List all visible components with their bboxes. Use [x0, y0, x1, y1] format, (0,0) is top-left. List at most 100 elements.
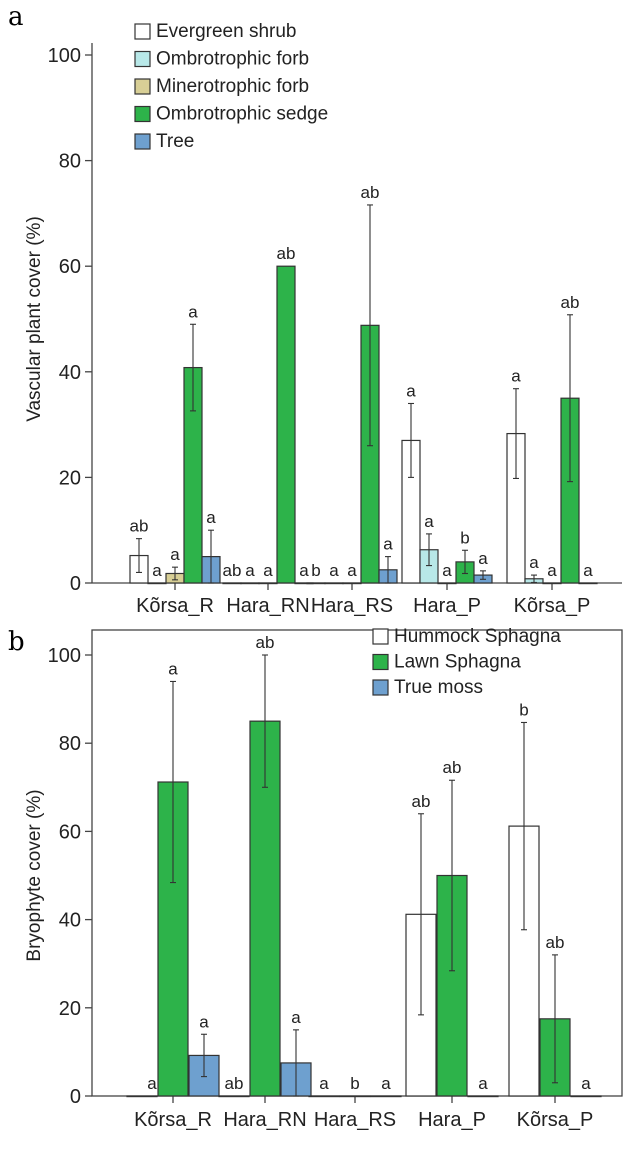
- bar: [437, 582, 457, 585]
- bar: [294, 582, 314, 585]
- bar: [147, 582, 167, 585]
- bar: [339, 1095, 371, 1098]
- x-tick-label: Hara_RS: [311, 595, 393, 617]
- significance-label: a: [299, 561, 309, 580]
- significance-label: a: [529, 553, 539, 572]
- significance-label: a: [383, 535, 393, 554]
- significance-label: ab: [277, 244, 296, 263]
- significance-label: a: [245, 561, 255, 580]
- bar: [542, 582, 562, 585]
- significance-label: b: [311, 561, 320, 580]
- x-tick-label: Kõrsa_P: [517, 1109, 594, 1131]
- y-tick-label: 80: [59, 733, 81, 755]
- significance-label: b: [460, 528, 469, 547]
- significance-label: ab: [225, 1074, 244, 1093]
- significance-label: b: [350, 1074, 359, 1093]
- significance-label: a: [406, 381, 416, 400]
- significance-label: a: [168, 659, 178, 678]
- significance-label: a: [547, 561, 557, 580]
- bar: [467, 1095, 499, 1098]
- significance-label: ab: [561, 293, 580, 312]
- bar: [218, 1095, 250, 1098]
- bar: [222, 582, 242, 585]
- significance-label: a: [206, 508, 216, 527]
- legend-label: Minerotrophic forb: [156, 76, 309, 97]
- significance-label: a: [199, 1012, 209, 1031]
- panel-a: a 0 20 40 60 80 100 Vascular plant cover (%) Kõr…: [8, 2, 622, 617]
- legend-swatch: [372, 653, 389, 671]
- significance-label: a: [381, 1074, 391, 1093]
- y-tick-label: 60: [59, 256, 81, 278]
- y-tick-label: 80: [59, 151, 81, 173]
- x-tick-label: Hara_P: [418, 1109, 486, 1131]
- significance-label: a: [188, 302, 198, 321]
- panel-b: b 0 20 40 60 80 100 Bryophyte cover (%) Kõrsa_R H…: [8, 626, 623, 1131]
- significance-label: a: [442, 561, 452, 580]
- significance-label: b: [519, 700, 528, 719]
- y-tick-label: 20: [59, 998, 81, 1020]
- significance-label: a: [424, 512, 434, 531]
- significance-label: ab: [130, 517, 149, 536]
- y-axis-title: Bryophyte cover (%): [24, 789, 45, 961]
- legend-swatch: [134, 23, 151, 40]
- x-tick-label: Hara_RN: [223, 1109, 306, 1131]
- x-tick-label: Kõrsa_P: [514, 595, 591, 617]
- bar: [126, 1095, 158, 1098]
- legend-label: Lawn Sphagna: [394, 652, 521, 673]
- significance-label: ab: [361, 183, 380, 202]
- legend-label: Ombrotrophic sedge: [156, 104, 328, 125]
- x-tick-label: Hara_P: [413, 595, 481, 617]
- significance-label: ab: [256, 633, 275, 652]
- significance-label: ab: [223, 561, 242, 580]
- legend-swatch: [372, 628, 389, 645]
- legend-label: True moss: [394, 677, 483, 698]
- x-tick-label: Hara_RS: [314, 1109, 396, 1131]
- legend-swatch: [372, 679, 389, 696]
- significance-label: a: [152, 561, 162, 580]
- bar: [258, 582, 278, 585]
- significance-label: a: [291, 1008, 301, 1027]
- legend-label: Hummock Sphagna: [394, 626, 561, 647]
- y-tick-label: 40: [59, 362, 81, 384]
- significance-label: a: [581, 1074, 591, 1093]
- significance-label: ab: [412, 792, 431, 811]
- y-tick-label: 0: [70, 1086, 81, 1108]
- legend-label: Tree: [156, 131, 194, 152]
- legend-swatch: [134, 50, 151, 68]
- significance-label: a: [478, 549, 488, 568]
- legend-swatch: [134, 78, 151, 95]
- significance-label: ab: [546, 933, 565, 952]
- y-tick-label: 20: [59, 467, 81, 489]
- x-tick-label: Kõrsa_R: [136, 595, 214, 617]
- significance-label: a: [583, 561, 593, 580]
- legend-swatch: [134, 133, 151, 150]
- bar: [570, 1095, 602, 1098]
- significance-label: a: [147, 1074, 157, 1093]
- bar: [578, 582, 598, 585]
- x-tick-label: Hara_RN: [226, 595, 309, 617]
- bar: [342, 582, 362, 585]
- bar: [240, 582, 260, 585]
- y-tick-label: 100: [48, 645, 81, 667]
- y-tick-label: 0: [70, 573, 81, 595]
- legend-label: Evergreen shrub: [156, 21, 296, 42]
- significance-label: a: [319, 1074, 329, 1093]
- x-tick-label: Kõrsa_R: [134, 1109, 212, 1131]
- significance-label: a: [263, 561, 273, 580]
- panel-letter: b: [8, 627, 25, 657]
- significance-label: a: [347, 561, 357, 580]
- bar: [370, 1095, 402, 1098]
- legend-swatch: [134, 105, 151, 123]
- significance-label: a: [478, 1074, 488, 1093]
- y-axis-title: Vascular plant cover (%): [24, 216, 45, 422]
- significance-label: a: [329, 561, 339, 580]
- legend-label: Ombrotrophic forb: [156, 49, 309, 70]
- bar: [276, 265, 296, 584]
- y-tick-label: 100: [48, 45, 81, 67]
- panel-letter: a: [8, 2, 24, 32]
- y-tick-label: 40: [59, 910, 81, 932]
- significance-label: a: [170, 545, 180, 564]
- y-tick-label: 60: [59, 821, 81, 843]
- significance-label: a: [511, 367, 521, 386]
